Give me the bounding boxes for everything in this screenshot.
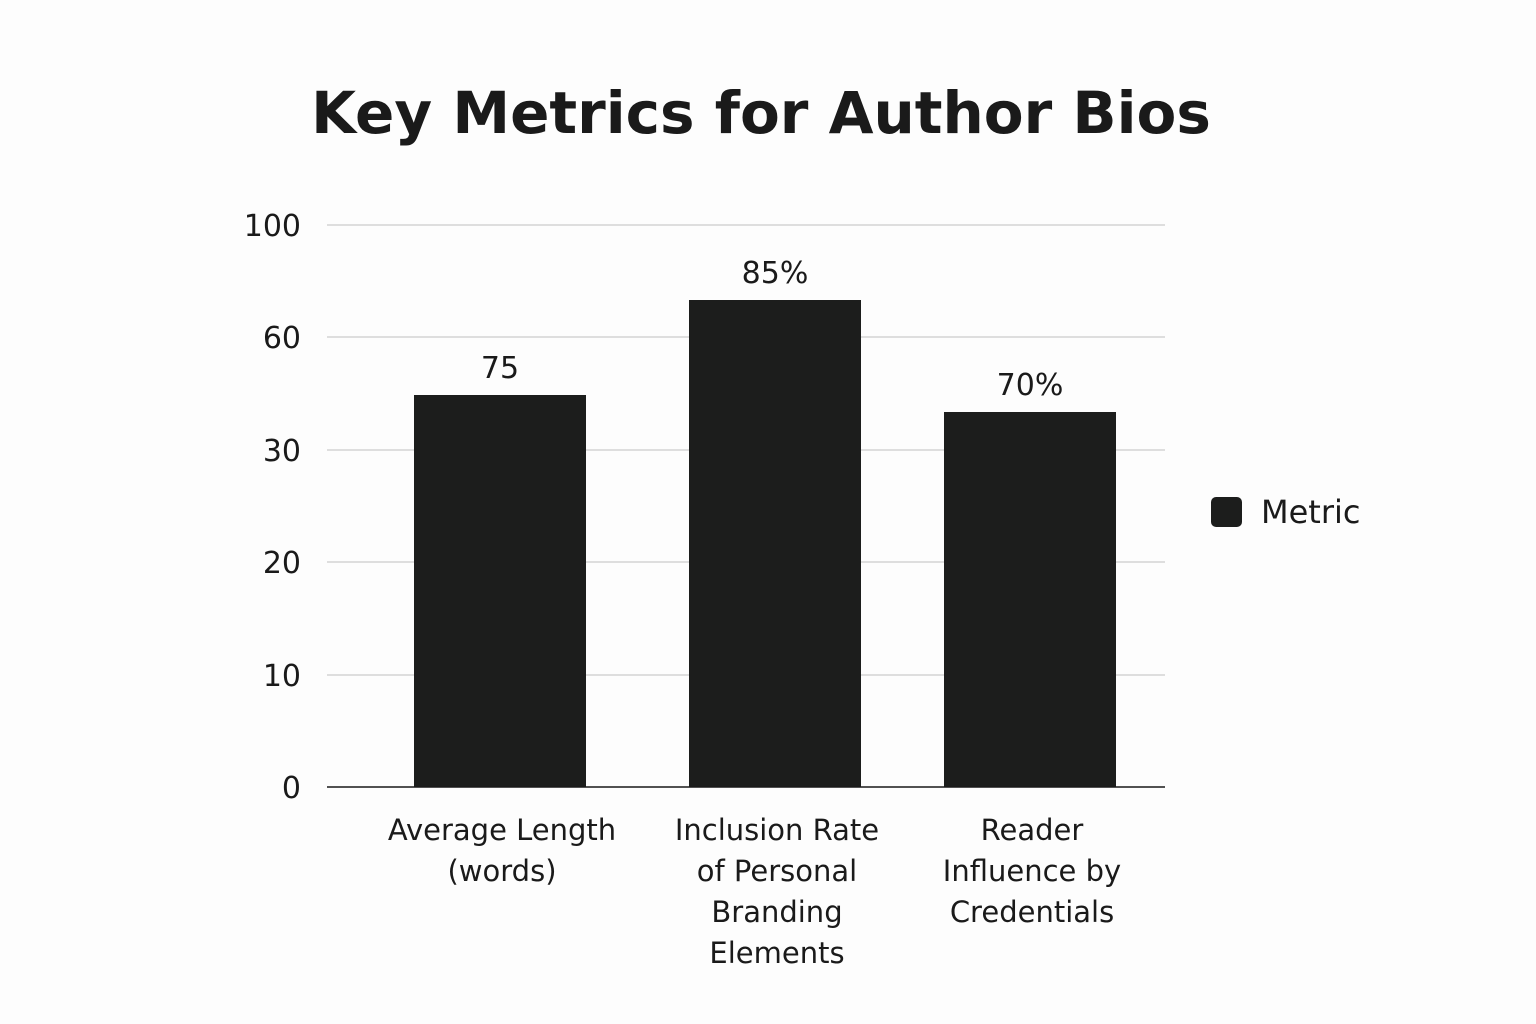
data-labels: 75 85% 70% [481,256,1063,403]
y-tick-100: 100 [244,209,301,244]
x-tick-label-line: Reader [981,813,1084,847]
legend-label-metric: Metric [1261,493,1360,531]
x-tick-label-line: Influence by [943,854,1121,888]
x-tick-label-line: Average Length [388,813,616,847]
x-tick-label-1: Average Length (words) [388,813,616,888]
x-tick-label-line: (words) [447,854,556,888]
bars [414,300,1116,787]
y-tick-0: 0 [282,771,301,806]
x-axis-labels: Average Length (words) Inclusion Rate of Pe… [388,813,1121,970]
y-axis-ticks: 0 10 20 30 60 100 [244,209,301,806]
data-label-1: 75 [481,351,519,386]
x-tick-label-line: Branding [711,895,842,929]
x-tick-label-line: Inclusion Rate [675,813,879,847]
bar-3 [944,412,1116,787]
x-tick-label-line: Credentials [950,895,1114,929]
legend: Metric [1211,493,1360,531]
x-tick-label-2: Inclusion Rate of Personal Branding Element… [675,813,879,970]
legend-swatch-metric [1211,497,1242,527]
data-label-2: 85% [742,256,809,291]
x-tick-label-line: Elements [709,936,844,970]
bar-2 [689,300,861,787]
y-tick-30: 30 [263,434,301,469]
data-label-3: 70% [997,368,1064,403]
bar-1 [414,395,586,787]
x-tick-label-line: of Personal [697,854,857,888]
y-tick-20: 20 [263,546,301,581]
y-tick-10: 10 [263,659,301,694]
x-tick-label-3: Reader Influence by Credentials [943,813,1121,929]
y-tick-60: 60 [263,321,301,356]
chart-title: Key Metrics for Author Bios [311,79,1211,147]
